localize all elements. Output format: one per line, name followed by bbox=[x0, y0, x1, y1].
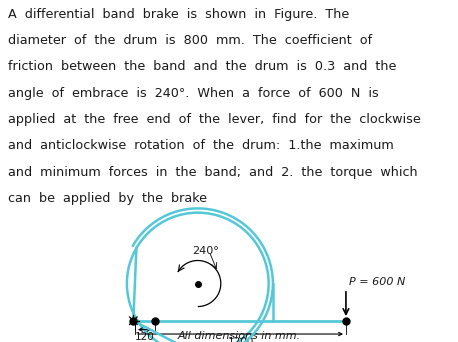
Text: 120: 120 bbox=[135, 332, 155, 342]
Text: All dimensions in mm.: All dimensions in mm. bbox=[178, 331, 301, 341]
Text: A  differential  band  brake  is  shown  in  Figure.  The: A differential band brake is shown in Fi… bbox=[8, 8, 349, 21]
Text: and  anticlockwise  rotation  of  the  drum:  1.the  maximum: and anticlockwise rotation of the drum: … bbox=[8, 140, 394, 153]
Text: diameter  of  the  drum  is  800  mm.  The  coefficient  of: diameter of the drum is 800 mm. The coef… bbox=[8, 34, 372, 47]
Text: 1200: 1200 bbox=[227, 337, 254, 342]
Text: applied  at  the  free  end  of  the  lever,  find  for  the  clockwise: applied at the free end of the lever, fi… bbox=[8, 113, 421, 126]
Text: angle  of  embrace  is  240°.  When  a  force  of  600  N  is: angle of embrace is 240°. When a force o… bbox=[8, 87, 379, 100]
Text: 240°: 240° bbox=[192, 246, 219, 256]
Text: P = 600 N: P = 600 N bbox=[349, 277, 406, 287]
Text: and  minimum  forces  in  the  band;  and  2.  the  torque  which: and minimum forces in the band; and 2. t… bbox=[8, 166, 418, 179]
Text: friction  between  the  band  and  the  drum  is  0.3  and  the: friction between the band and the drum i… bbox=[8, 61, 397, 74]
Text: can  be  applied  by  the  brake: can be applied by the brake bbox=[8, 192, 207, 205]
